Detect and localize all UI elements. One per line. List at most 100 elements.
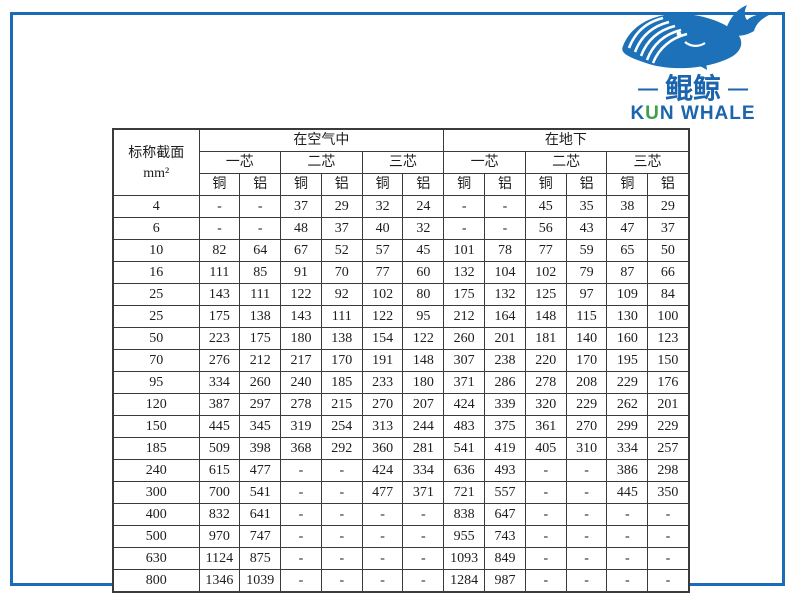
ampacity-cell: 37 bbox=[320, 217, 363, 240]
material-header: 铜 bbox=[280, 173, 322, 196]
ampacity-cell: 170 bbox=[565, 349, 608, 372]
ampacity-cell: - bbox=[320, 503, 363, 526]
material-header: 铜 bbox=[361, 173, 404, 196]
ampacity-cell: 320 bbox=[524, 393, 567, 416]
ampacity-cell: 80 bbox=[402, 283, 445, 306]
ampacity-cell: 160 bbox=[606, 327, 649, 350]
ampacity-cell: 40 bbox=[361, 217, 404, 240]
ampacity-cell: 541 bbox=[239, 481, 282, 504]
ampacity-cell: 212 bbox=[443, 305, 486, 328]
ampacity-cell: - bbox=[565, 569, 608, 593]
ampacity-cell: 307 bbox=[443, 349, 486, 372]
logo-name-en: KUN WHALE bbox=[600, 103, 786, 125]
ampacity-cell: 509 bbox=[198, 437, 241, 460]
ampacity-cell: 313 bbox=[361, 415, 404, 438]
ampacity-cell: 91 bbox=[280, 261, 322, 284]
ampacity-cell: 849 bbox=[484, 547, 526, 570]
ampacity-cell: 180 bbox=[402, 371, 445, 394]
ampacity-cell: 77 bbox=[524, 239, 567, 262]
size-cell: 630 bbox=[112, 547, 200, 570]
ampacity-cell: - bbox=[647, 547, 690, 570]
corner-unit: mm² bbox=[143, 165, 170, 181]
ampacity-cell: 175 bbox=[443, 283, 486, 306]
ampacity-cell: 102 bbox=[524, 261, 567, 284]
ampacity-cell: - bbox=[524, 459, 567, 482]
ampacity-cell: 262 bbox=[606, 393, 649, 416]
material-header: 铝 bbox=[402, 173, 445, 196]
ampacity-cell: - bbox=[402, 525, 445, 548]
ampacity-cell: 278 bbox=[280, 393, 322, 416]
ampacity-cell: - bbox=[198, 217, 241, 240]
ampacity-cell: - bbox=[524, 569, 567, 593]
ampacity-cell: 298 bbox=[647, 459, 690, 482]
ampacity-cell: - bbox=[402, 569, 445, 593]
ampacity-cell: 339 bbox=[484, 393, 526, 416]
size-cell: 25 bbox=[112, 283, 200, 306]
ampacity-cell: - bbox=[606, 525, 649, 548]
ampacity-cell: - bbox=[239, 195, 282, 218]
core-header: 一芯 bbox=[443, 151, 526, 174]
ampacity-cell: 115 bbox=[565, 305, 608, 328]
ampacity-cell: 493 bbox=[484, 459, 526, 482]
ampacity-cell: 70 bbox=[320, 261, 363, 284]
ampacity-cell: - bbox=[606, 569, 649, 593]
ampacity-cell: - bbox=[361, 569, 404, 593]
ampacity-cell: 164 bbox=[484, 305, 526, 328]
ampacity-cell: - bbox=[524, 503, 567, 526]
material-header: 铜 bbox=[606, 173, 649, 196]
ampacity-cell: 281 bbox=[402, 437, 445, 460]
ampacity-cell: 52 bbox=[320, 239, 363, 262]
ampacity-cell: 37 bbox=[280, 195, 322, 218]
size-cell: 120 bbox=[112, 393, 200, 416]
ampacity-cell: 67 bbox=[280, 239, 322, 262]
ampacity-cell: 361 bbox=[524, 415, 567, 438]
size-cell: 95 bbox=[112, 371, 200, 394]
size-cell: 10 bbox=[112, 239, 200, 262]
header-row-cores: 一芯 二芯 三芯 一芯 二芯 三芯 bbox=[113, 151, 690, 174]
ampacity-cell: 148 bbox=[402, 349, 445, 372]
ampacity-cell: 60 bbox=[402, 261, 445, 284]
size-cell: 240 bbox=[112, 459, 200, 482]
material-header: 铝 bbox=[239, 173, 282, 196]
ampacity-cell: - bbox=[443, 217, 486, 240]
ampacity-cell: 1284 bbox=[443, 569, 486, 593]
ampacity-cell: 175 bbox=[239, 327, 282, 350]
ampacity-cell: 483 bbox=[443, 415, 486, 438]
logo-en-u: U bbox=[645, 103, 660, 124]
ampacity-cell: - bbox=[280, 569, 322, 593]
ampacity-cell: - bbox=[647, 503, 690, 526]
size-cell: 70 bbox=[112, 349, 200, 372]
ampacity-cell: 398 bbox=[239, 437, 282, 460]
core-header: 三芯 bbox=[606, 151, 690, 174]
size-cell: 6 bbox=[112, 217, 200, 240]
size-cell: 150 bbox=[112, 415, 200, 438]
ampacity-cell: - bbox=[484, 217, 526, 240]
ampacity-cell: 270 bbox=[361, 393, 404, 416]
logo-dash-right: — bbox=[728, 78, 748, 100]
ampacity-cell: 310 bbox=[565, 437, 608, 460]
ampacity-cell: 647 bbox=[484, 503, 526, 526]
ampacity-cell: 82 bbox=[198, 239, 241, 262]
ampacity-cell: - bbox=[361, 547, 404, 570]
ampacity-cell: 838 bbox=[443, 503, 486, 526]
ampacity-cell: 130 bbox=[606, 305, 649, 328]
ampacity-cell: 45 bbox=[402, 239, 445, 262]
ampacity-cell: 747 bbox=[239, 525, 282, 548]
ampacity-cell: 191 bbox=[361, 349, 404, 372]
ampacity-cell: 557 bbox=[484, 481, 526, 504]
group-header-ground: 在地下 bbox=[443, 128, 690, 152]
ampacity-cell: 85 bbox=[239, 261, 282, 284]
ampacity-cell: 79 bbox=[565, 261, 608, 284]
ampacity-cell: 138 bbox=[239, 305, 282, 328]
table-row: 630 1124 875- - - -1093 849- - - - bbox=[112, 547, 690, 570]
ampacity-cell: 223 bbox=[198, 327, 241, 350]
ampacity-cell: 59 bbox=[565, 239, 608, 262]
ampacity-cell: 195 bbox=[606, 349, 649, 372]
ampacity-cell: 743 bbox=[484, 525, 526, 548]
ampacity-cell: 1093 bbox=[443, 547, 486, 570]
ampacity-cell: 37 bbox=[647, 217, 690, 240]
ampacity-cell: 111 bbox=[239, 283, 282, 306]
ampacity-cell: 201 bbox=[647, 393, 690, 416]
ampacity-cell: - bbox=[647, 525, 690, 548]
size-cell: 400 bbox=[112, 503, 200, 526]
